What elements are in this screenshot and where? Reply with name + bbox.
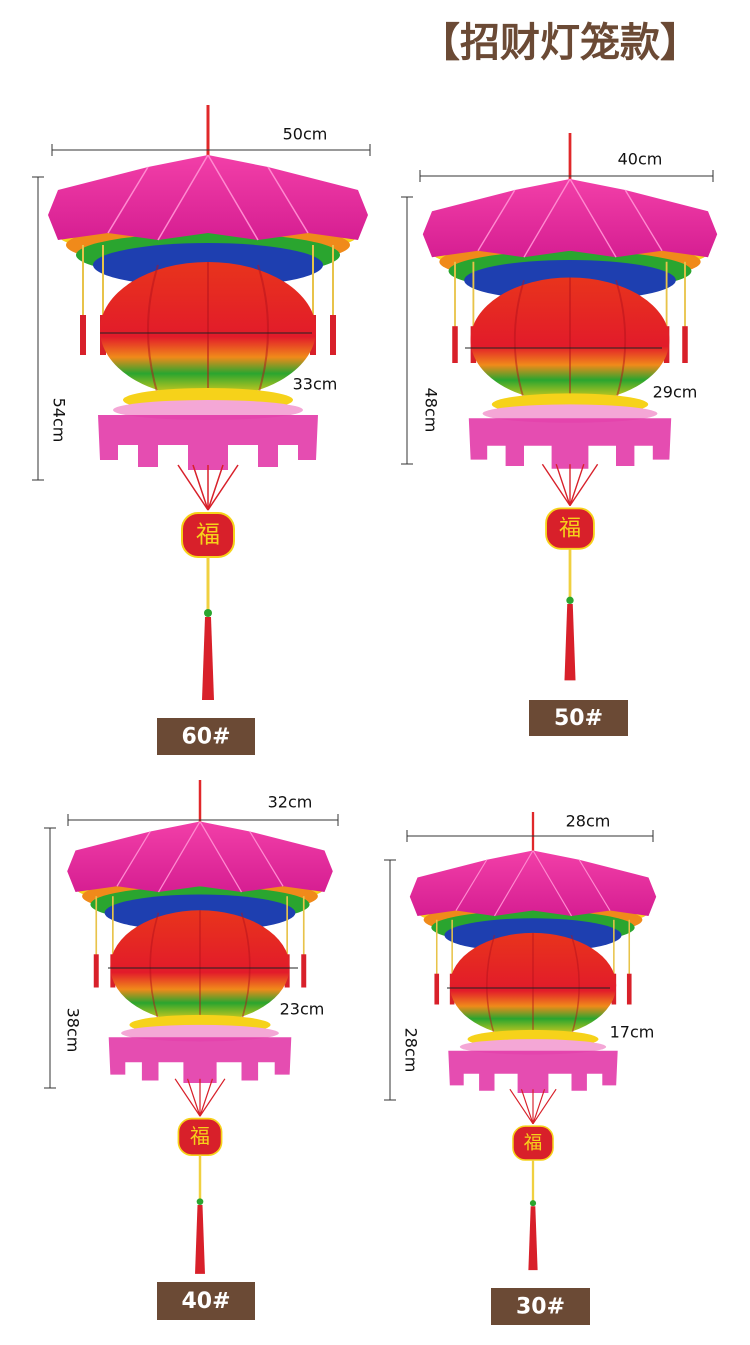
side-tassel (434, 973, 440, 1005)
side-tassel (93, 954, 99, 988)
tag-string (207, 464, 224, 511)
height-label: 38cm (64, 1008, 83, 1053)
side-tassel (452, 326, 458, 363)
tassel (195, 1204, 205, 1274)
roof-fold (116, 821, 284, 893)
fu-character: 福 (190, 1125, 210, 1148)
side-tassel (80, 315, 86, 355)
size-label: 40# (181, 1289, 230, 1314)
tag-string (569, 463, 599, 506)
tag-string (555, 463, 571, 506)
lantern: 福 (67, 780, 333, 1274)
tag-string (569, 463, 585, 506)
body-rib (149, 910, 251, 1024)
tassel (528, 1206, 538, 1271)
height-label: 48cm (422, 388, 441, 433)
size-label: 60# (181, 725, 230, 750)
tassel-bead (566, 596, 574, 605)
width-label: 28cm (566, 812, 611, 831)
lantern-skirt (448, 1050, 618, 1094)
tag-string (207, 464, 239, 511)
lantern: 福 (409, 812, 657, 1271)
lantern-roof (67, 821, 333, 893)
tag-string (174, 1078, 201, 1117)
side-tassel (626, 973, 632, 1005)
width-label: 50cm (283, 125, 328, 144)
roof-fold (107, 154, 309, 241)
page-title: 【招财灯笼款】 (420, 20, 700, 66)
fu-character: 福 (559, 517, 581, 542)
size-badge (157, 718, 255, 755)
size-label: 50# (554, 706, 603, 731)
tassel (564, 604, 576, 681)
lantern-roof (48, 155, 368, 240)
body-rib (486, 932, 580, 1038)
lantern: 福 (422, 133, 718, 681)
side-tassel (682, 326, 688, 363)
size-badge (491, 1288, 590, 1325)
fu-character: 福 (196, 521, 220, 549)
body-rib (513, 277, 627, 403)
diameter-label: 33cm (293, 375, 338, 394)
tag-string (199, 1078, 214, 1117)
tassel-bead (196, 1198, 204, 1205)
diameter-label: 23cm (280, 1000, 325, 1019)
body-rib (147, 262, 269, 398)
side-tassel (301, 954, 307, 988)
tag-string (541, 463, 571, 506)
tassel-bead (204, 609, 212, 617)
tag-string (509, 1088, 534, 1125)
height-label: 54cm (50, 398, 69, 443)
roof-fold (477, 178, 663, 258)
lantern-roof (409, 850, 657, 916)
tag-string (520, 1089, 534, 1125)
diameter-label: 17cm (610, 1023, 655, 1042)
roof-fold (455, 850, 611, 917)
tag-string (177, 464, 209, 511)
side-tassel (330, 315, 336, 355)
tassel-bead (529, 1200, 537, 1207)
tag-string (532, 1089, 546, 1125)
size-label: 30# (516, 1295, 565, 1320)
tag-string (192, 464, 209, 511)
width-label: 32cm (268, 793, 313, 812)
size-badge (529, 700, 628, 736)
height-label: 28cm (402, 1028, 421, 1073)
lantern-skirt (98, 415, 318, 470)
lantern: 福 (48, 105, 368, 700)
diameter-label: 29cm (653, 383, 698, 402)
lantern-skirt (468, 418, 672, 469)
tag-string (532, 1088, 557, 1125)
size-badge (157, 1282, 255, 1320)
lantern-skirt (108, 1037, 292, 1083)
width-label: 40cm (618, 150, 663, 169)
lantern-roof (422, 179, 718, 258)
tag-string (186, 1078, 201, 1117)
tassel (202, 617, 214, 700)
fu-character: 福 (524, 1133, 542, 1154)
tag-string (199, 1078, 226, 1117)
